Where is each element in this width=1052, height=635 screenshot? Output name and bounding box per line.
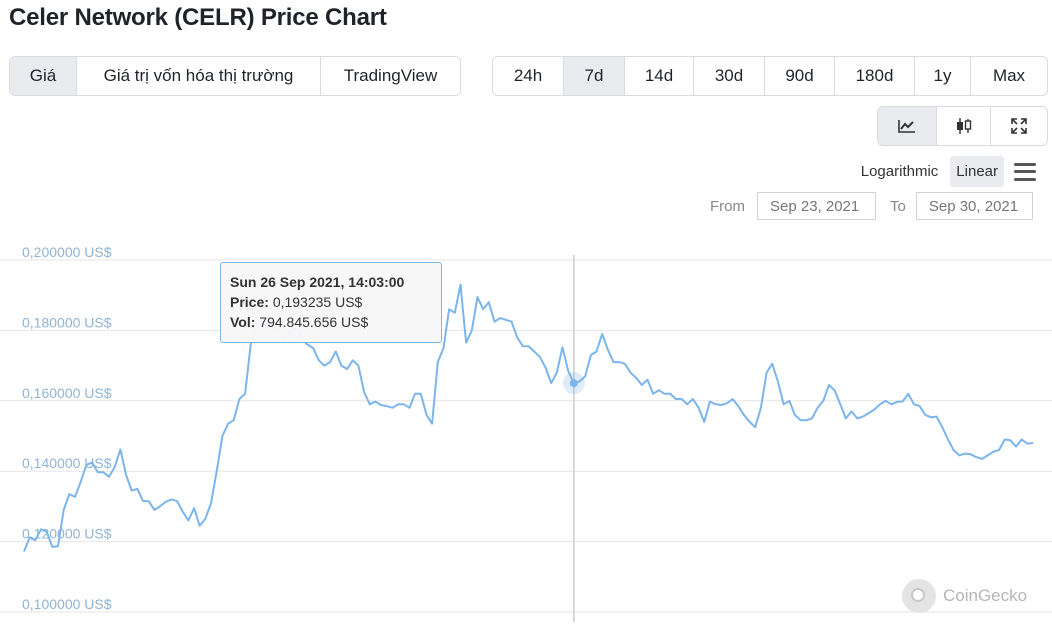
hamburger-menu-icon[interactable] (1014, 162, 1036, 181)
tab-price[interactable]: Giá (10, 57, 77, 95)
date-range-picker: From Sep 23, 2021 To Sep 30, 2021 (710, 192, 1033, 220)
candlestick-button[interactable] (937, 107, 991, 145)
price-series-line (23, 283, 1034, 552)
tab-tradingview[interactable]: TradingView (321, 57, 460, 95)
y-tick-label: 0,140000 US$ (22, 455, 112, 471)
to-label: To (890, 197, 906, 215)
range-7d-button[interactable]: 7d (564, 57, 625, 95)
range-24h-button[interactable]: 24h (493, 57, 564, 95)
price-line-chart[interactable]: 0,100000 US$ 0,120000 US$ 0,140000 US$ 0,16… (0, 230, 1052, 635)
y-tick-label: 0,160000 US$ (22, 385, 112, 401)
range-180d-button[interactable]: 180d (835, 57, 915, 95)
price-tooltip: Sun 26 Sep 2021, 14:03:00 Price: 0,19323… (220, 262, 442, 343)
from-label: From (710, 197, 745, 215)
watermark-text: CoinGecko (943, 586, 1028, 605)
from-date-input[interactable]: Sep 23, 2021 (757, 192, 876, 220)
to-date-input[interactable]: Sep 30, 2021 (915, 192, 1033, 220)
tooltip-vol-label: Vol: (230, 314, 256, 330)
y-tick-label: 0,200000 US$ (22, 244, 112, 260)
fullscreen-button[interactable] (991, 107, 1047, 145)
logarithmic-option[interactable]: Logarithmic (860, 163, 939, 180)
tooltip-price-value: 0,193235 US$ (272, 294, 363, 310)
tooltip-date: Sun 26 Sep 2021, 14:03:00 (230, 274, 405, 290)
time-range-group: 24h 7d 14d 30d 90d 180d 1y Max (492, 56, 1048, 96)
view-tab-group: Giá Giá trị vốn hóa thị trường TradingVi… (9, 56, 461, 96)
coingecko-watermark: CoinGecko (902, 579, 1027, 613)
y-tick-label: 0,180000 US$ (22, 314, 112, 330)
y-tick-label: 0,120000 US$ (22, 526, 112, 542)
linear-option[interactable]: Linear (950, 156, 1004, 187)
range-30d-button[interactable]: 30d (694, 57, 765, 95)
tab-market-cap[interactable]: Giá trị vốn hóa thị trường (77, 57, 321, 95)
line-chart-icon (898, 120, 915, 133)
range-max-button[interactable]: Max (971, 57, 1047, 95)
tooltip-price-label: Price: (230, 294, 269, 310)
y-tick-label: 0,100000 US$ (22, 596, 112, 612)
scale-toggle: Logarithmic Linear (849, 156, 1036, 187)
coingecko-logo-icon (902, 579, 936, 613)
expand-icon (1011, 118, 1027, 134)
range-1y-button[interactable]: 1y (915, 57, 971, 95)
range-90d-button[interactable]: 90d (765, 57, 835, 95)
range-14d-button[interactable]: 14d (625, 57, 694, 95)
page-title: Celer Network (CELR) Price Chart (9, 4, 387, 31)
tooltip-vol-value: 794.845.656 US$ (259, 314, 369, 330)
candlestick-icon (956, 118, 971, 134)
chart-type-group (877, 106, 1048, 146)
line-chart-button[interactable] (878, 107, 937, 145)
highlighted-data-point (569, 379, 578, 388)
